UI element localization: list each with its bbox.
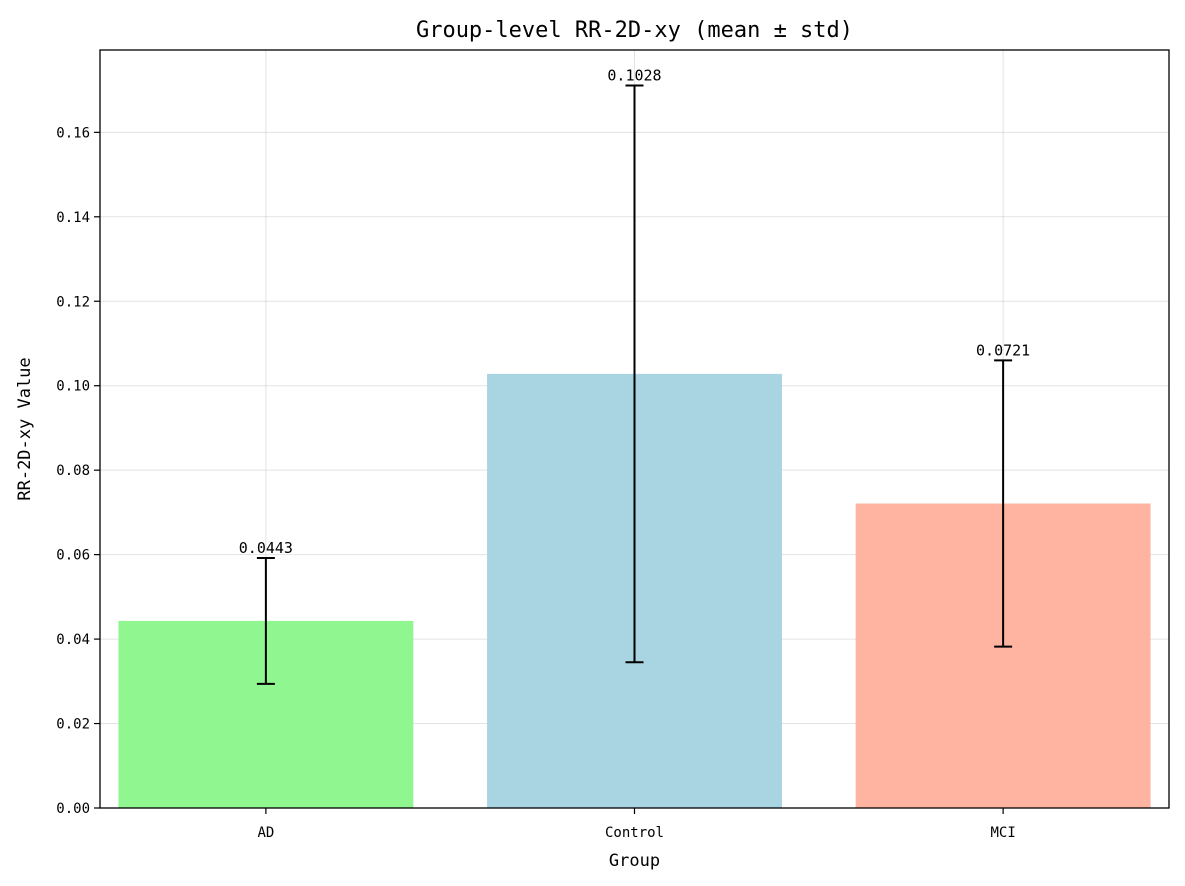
x-axis-ticks: AD Control MCI xyxy=(257,808,1016,841)
y-tick-label: 0.08 xyxy=(56,463,90,479)
y-tick-label: 0.14 xyxy=(56,210,90,226)
value-label-ad: 0.0443 xyxy=(239,539,293,557)
error-bar-control xyxy=(625,84,644,664)
y-tick-label: 0.12 xyxy=(56,294,90,310)
y-tick-label: 0.06 xyxy=(56,548,90,564)
y-tick-label: 0.00 xyxy=(56,801,90,817)
error-bars xyxy=(256,84,1013,685)
y-tick-label: 0.04 xyxy=(56,632,90,648)
value-label-control: 0.1028 xyxy=(607,66,661,84)
x-tick-label: Control xyxy=(605,825,664,841)
y-axis-label: RR-2D-xy Value xyxy=(15,357,35,500)
y-axis-ticks: 0.00 0.02 0.04 0.06 0.08 0.10 0.12 0.14 0.16 xyxy=(56,125,100,817)
x-tick-label: MCI xyxy=(990,825,1015,841)
error-bar-ad xyxy=(256,557,275,685)
x-tick-label: AD xyxy=(257,825,274,841)
x-axis-label: Group xyxy=(609,851,660,871)
value-label-mci: 0.0721 xyxy=(976,341,1030,359)
value-labels: 0.0443 0.1028 0.0721 xyxy=(239,66,1030,557)
y-tick-label: 0.16 xyxy=(56,125,90,141)
error-bar-mci xyxy=(994,359,1013,648)
chart-title: Group-level RR-2D-xy (mean ± std) xyxy=(416,18,853,43)
y-tick-label: 0.10 xyxy=(56,379,90,395)
y-tick-label: 0.02 xyxy=(56,717,90,733)
